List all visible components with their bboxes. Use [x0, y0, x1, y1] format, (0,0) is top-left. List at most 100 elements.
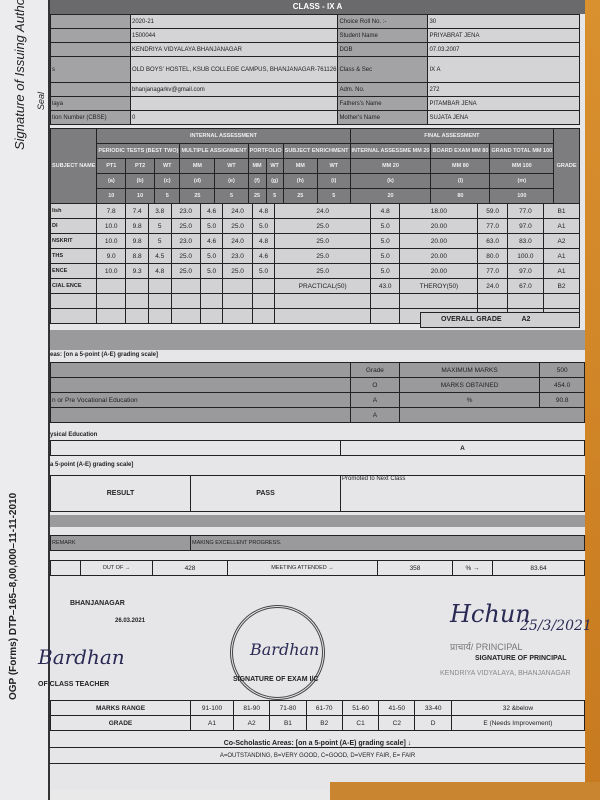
column-subheader: MM 20	[349, 158, 432, 174]
mark-cell	[251, 278, 276, 294]
coscholastic-grade: A	[350, 407, 400, 423]
column-subheader: WT	[214, 158, 249, 174]
info-value	[129, 96, 339, 111]
grade-scale-cell: C2	[378, 715, 416, 731]
column-subheader: MM	[247, 158, 267, 174]
column-subheader: WT	[153, 158, 181, 174]
mark-cell: 77.0	[477, 263, 508, 279]
column-subheader: 20	[349, 188, 432, 204]
empty-cell	[370, 308, 401, 324]
board-header: BOARD EXAM MM 80	[430, 143, 491, 159]
mark-cell: 8.8	[125, 248, 149, 264]
empty-cell	[251, 293, 276, 309]
mark-cell: 5.0	[370, 263, 401, 279]
grade-cell: A1	[543, 263, 580, 279]
physical-education-row: A	[50, 440, 585, 456]
info-label: DOB	[337, 42, 429, 57]
info-value: KENDRIYA VIDYALAYA BHANJANAGAR	[129, 42, 339, 57]
empty-cell	[274, 293, 372, 309]
mark-cell: 97.0	[506, 218, 545, 234]
marks-header: SUBJECT NAME INTERNAL ASSESSMENT FINAL A…	[49, 128, 580, 204]
left-margin: Signature of Issuing Authority Seal OGP …	[0, 0, 50, 800]
mark-cell: 20.00	[399, 248, 479, 264]
empty-cell	[125, 308, 149, 324]
grade-cell: A1	[543, 218, 580, 234]
mark-cell: 4.8	[251, 233, 276, 249]
empty-cell	[199, 293, 224, 309]
mark-cell: 4.6	[251, 248, 276, 264]
mark-cell: 9.8	[125, 218, 149, 234]
column-subheader: 10	[96, 188, 127, 204]
info-label: Choice Roll No. :-	[337, 14, 429, 29]
marks-range-cell: 71-80	[269, 700, 307, 716]
mark-cell: 5.0	[370, 233, 401, 249]
table-row: NSKRIT 10.0 9.8 5 23.0 4.6 24.0 4.8 25.0 5.0 20.00…	[50, 233, 580, 249]
mark-cell: 7.4	[125, 203, 149, 219]
mark-cell: 83.0	[506, 233, 545, 249]
info-value: 30	[427, 14, 580, 29]
marks-range-label: MARKS RANGE	[50, 700, 191, 716]
info-label: Adm. No.	[337, 82, 429, 97]
column-subheader: 25	[247, 188, 267, 204]
info-label: Mother's Name	[337, 110, 429, 125]
info-value: IX A	[427, 56, 580, 83]
subject-header: SUBJECT NAME	[49, 128, 98, 204]
marks-range-cell: 41-50	[378, 700, 416, 716]
empty-cell	[50, 308, 97, 324]
mark-cell: 25.0	[274, 218, 372, 234]
grade-cell: B1	[543, 203, 580, 219]
column-subheader: (k)	[349, 173, 432, 189]
seal-label: Seal	[36, 91, 46, 110]
mark-cell: 23.0	[170, 233, 201, 249]
mark-cell: 18.00	[399, 203, 479, 219]
column-subheader: (m)	[489, 173, 555, 189]
column-subheader: 25	[282, 188, 318, 204]
coscholastic-item	[50, 407, 351, 423]
mark-cell: 24.0	[222, 203, 253, 219]
mark-cell: 5.0	[199, 218, 224, 234]
info-label	[50, 42, 131, 57]
principal-hindi-stamp: प्राचार्य/ PRINCIPAL	[450, 642, 523, 652]
info-value: PITAMBAR JENA	[427, 96, 580, 111]
background-cloth	[330, 782, 600, 800]
mark-cell: 9.0	[95, 248, 127, 264]
mark-cell: 23.0	[170, 203, 201, 219]
info-row: tion Number (CBSE) 0 Mother's Name SUJATA J…	[50, 110, 580, 125]
mark-cell: 25.0	[170, 263, 201, 279]
grading-scale-note: a 5-point (A-E) grading scale]	[50, 462, 134, 468]
date: 26.03.2021	[115, 618, 146, 624]
exam-ic-signature: Bardhan	[250, 640, 320, 659]
info-value: PRIYABRAT JENA	[427, 28, 580, 43]
coscholastic-grade: A	[350, 392, 400, 408]
class-teacher-label: OF CLASS TEACHER	[38, 681, 110, 688]
mark-cell: 25.0	[170, 218, 201, 234]
column-subheader: PT1	[96, 158, 127, 174]
column-subheader: WT	[265, 158, 284, 174]
school-seal-stamp	[230, 605, 325, 700]
mark-cell: 20.00	[399, 233, 479, 249]
grade-cell: A2	[543, 233, 580, 249]
empty-cell	[95, 308, 127, 324]
column-subheader: MM 100	[489, 158, 555, 174]
class-teacher-signature: Bardhan	[38, 645, 125, 669]
mark-cell: 5.0	[251, 263, 276, 279]
subject-name: DI	[50, 218, 97, 234]
column-subheader: 80	[430, 188, 491, 204]
issuing-authority-label: Signature of Issuing Authority	[12, 0, 27, 150]
column-subheader: (c)	[153, 173, 181, 189]
column-subheader: (h)	[282, 173, 318, 189]
coscholastic-item: n or Pre Vocational Education	[50, 392, 351, 408]
empty-cell	[251, 308, 276, 324]
mark-cell: 24.0	[477, 278, 508, 294]
column-subheader: 5	[265, 188, 284, 204]
out-of-label: OUT OF →	[80, 560, 153, 576]
mark-cell	[170, 278, 201, 294]
mark-cell: 10.0	[95, 233, 127, 249]
grading-scale-table: MARKS RANGE 91-100 81-90 71-80 61-70 51-60 41-…	[50, 700, 586, 731]
mark-cell: 97.0	[506, 263, 545, 279]
mark-cell: 24.0	[274, 203, 372, 219]
marks-table: lish 7.8 7.4 3.8 23.0 4.6 24.0 4.8 24.0 4.8 18.00 5…	[50, 203, 580, 324]
student-info-table: 2020-21 Choice Roll No. :- 30 1500044 Studen…	[50, 14, 580, 125]
info-row: 1500044 Student Name PRIYABRAT JENA	[50, 28, 580, 43]
attendance-percent-label: % →	[452, 560, 493, 576]
